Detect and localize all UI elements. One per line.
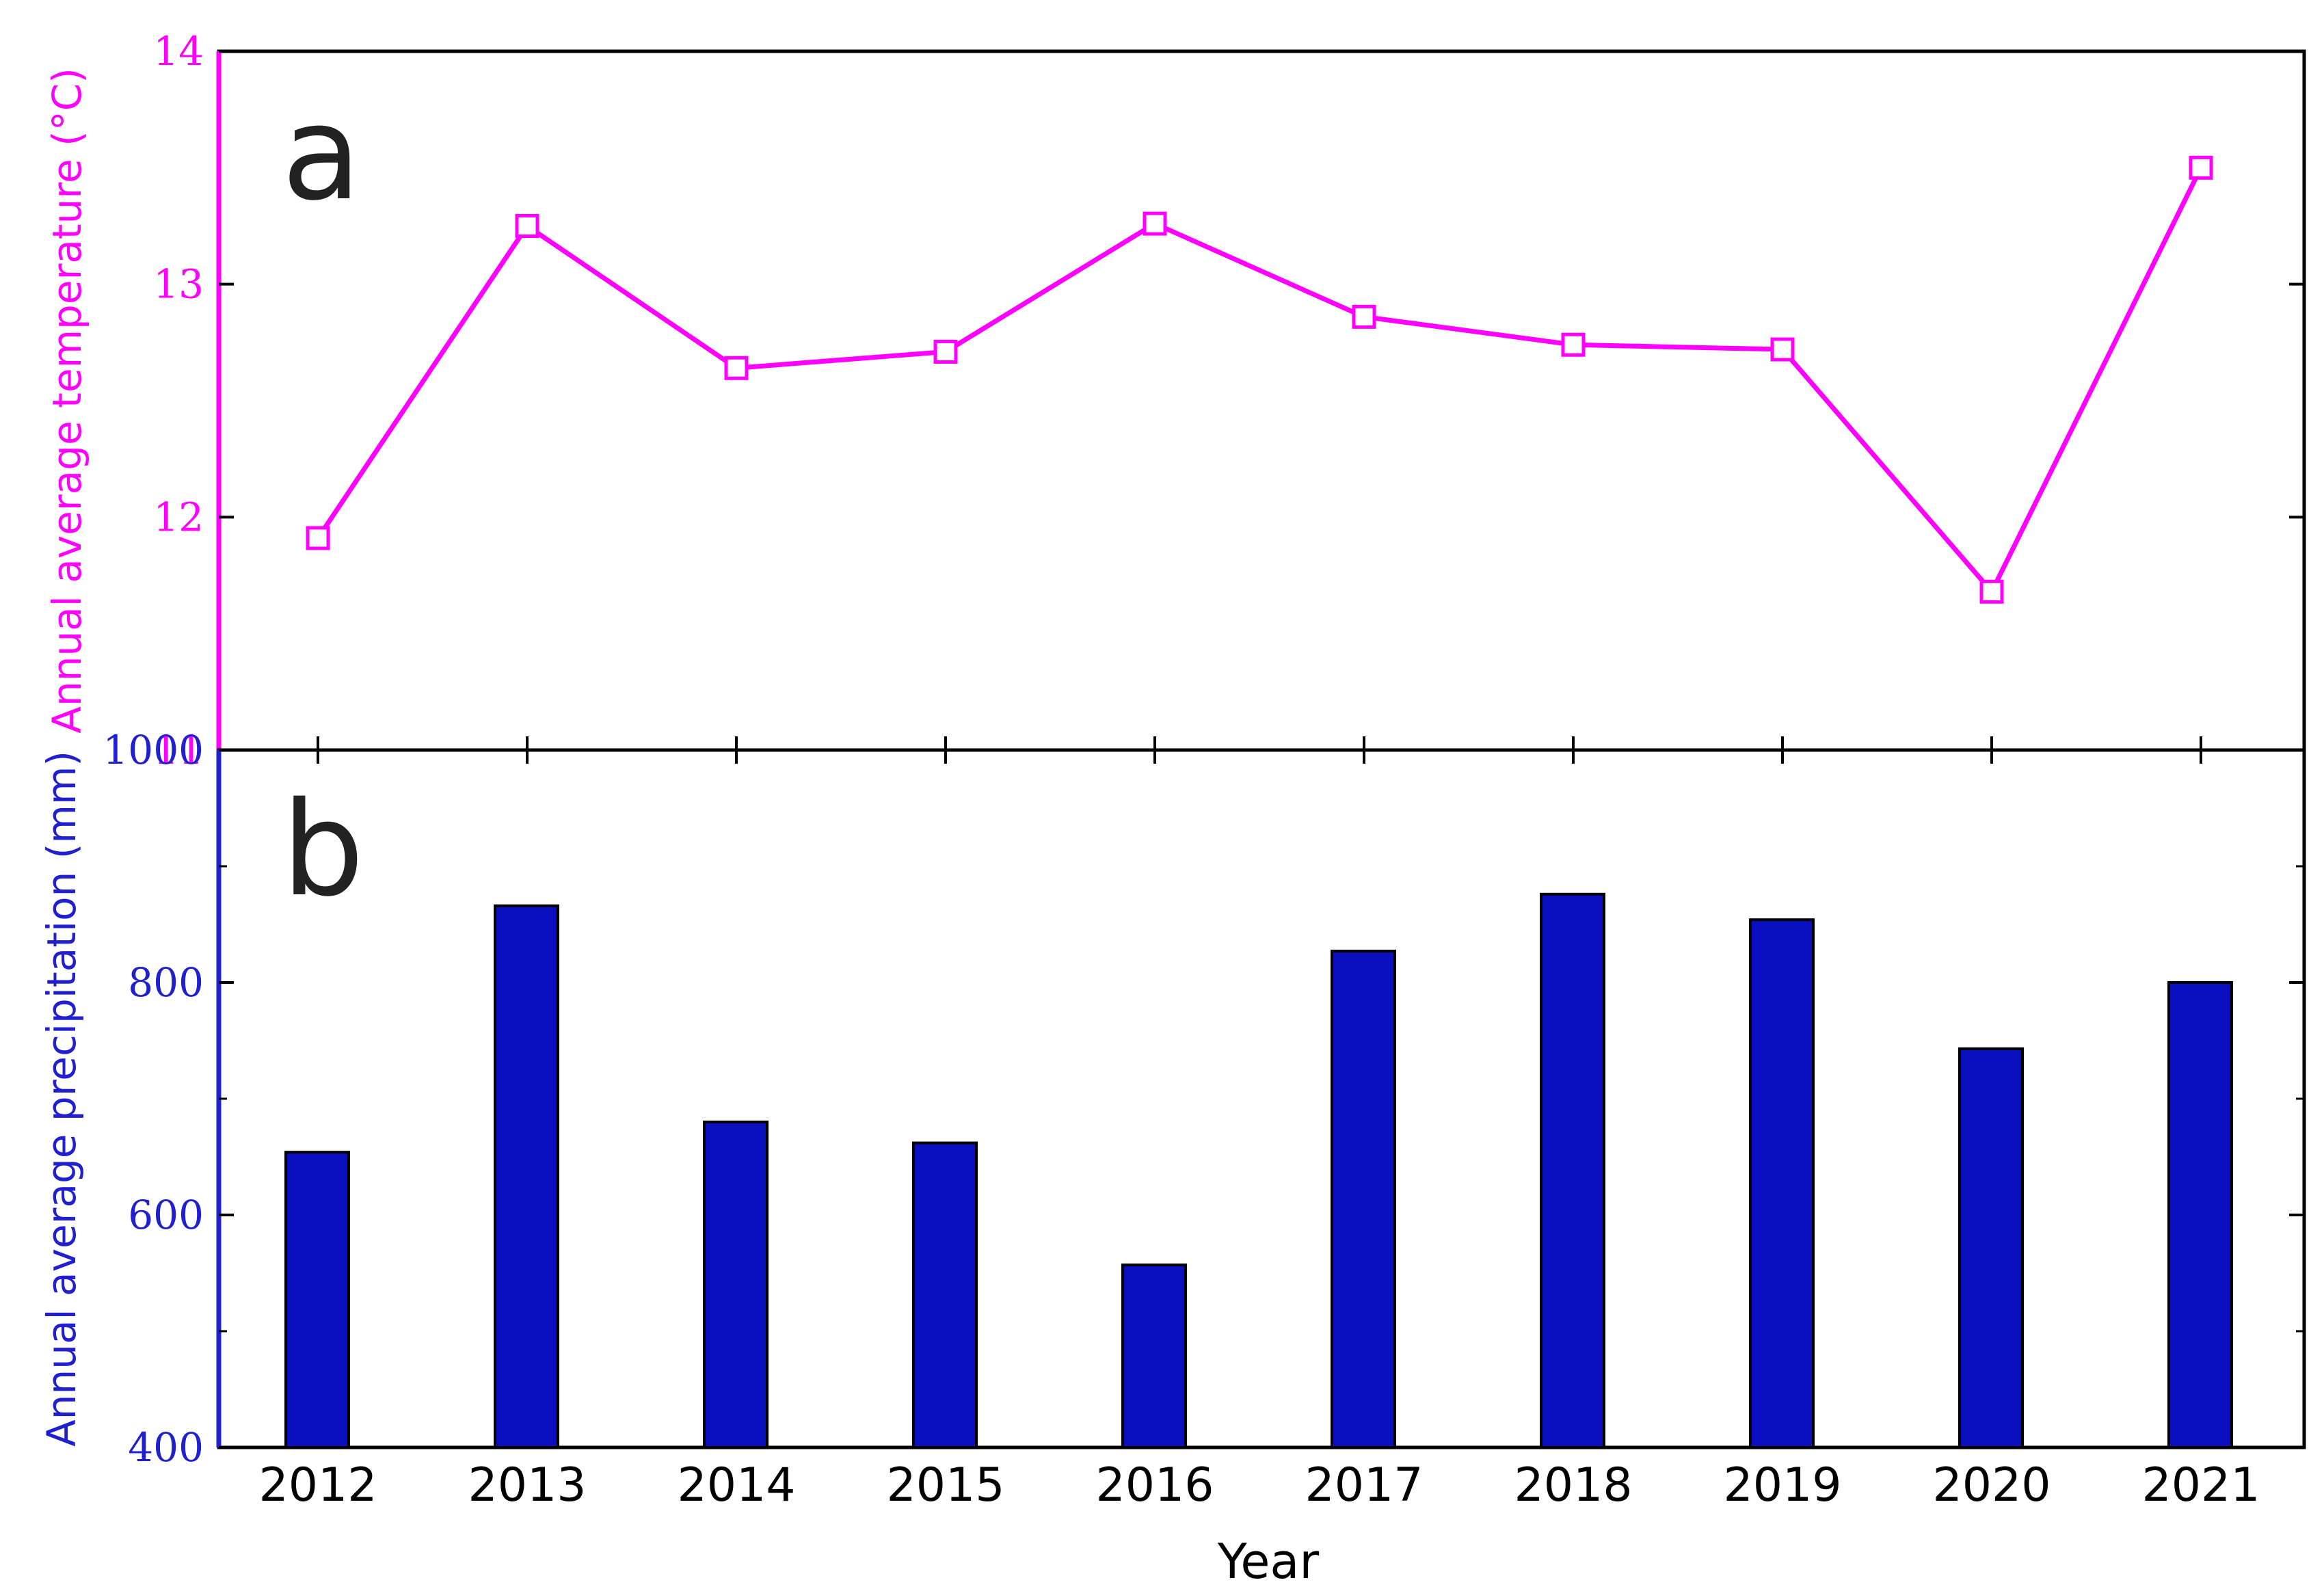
precipitation-axis-title: Annual average precipitation (mm) (38, 751, 85, 1447)
x-axis-title: Year (1217, 1534, 1319, 1590)
temperature-series-line (316, 166, 2204, 596)
panel-label-b: b (282, 774, 364, 925)
precipitation-bar-2020 (1958, 1047, 2024, 1449)
temperature-y-ticks: 11 12 13 14 (153, 28, 2304, 773)
precipitation-bar-2017 (1331, 950, 1396, 1449)
temperature-y-tick-label: 12 (153, 494, 204, 540)
temperature-markers (306, 155, 2213, 604)
temperature-y-tick-label: 13 (153, 261, 204, 308)
precipitation-bar-2012 (284, 1151, 350, 1449)
year-tick-label: 2015 (886, 1458, 1004, 1512)
temperature-plot-frame (217, 49, 2306, 752)
temperature-point-2016 (1143, 211, 1167, 236)
precipitation-y-tick-label: 400 (128, 1424, 204, 1471)
year-tick-label: 2020 (1932, 1458, 2051, 1512)
precipitation-y-tick-label: 800 (128, 959, 204, 1006)
panel-label-a: a (282, 78, 361, 229)
temperature-point-2020 (1979, 579, 2004, 604)
temperature-axis-title: Annual average temperature (°C) (44, 68, 90, 734)
temperature-point-2014 (724, 356, 749, 380)
year-tick-label: 2014 (677, 1458, 795, 1512)
temperature-point-2017 (1352, 304, 1376, 329)
precipitation-x-ticks (317, 750, 2202, 764)
temperature-y-tick-label: 11 (153, 727, 204, 773)
precipitation-bar-2015 (912, 1141, 978, 1449)
year-tick-label: 2019 (1723, 1458, 1841, 1512)
precipitation-bar-2021 (2167, 981, 2233, 1449)
temperature-point-2019 (1770, 337, 1795, 362)
year-tick-label: 2017 (1305, 1458, 1423, 1512)
precipitation-bar-2018 (1540, 892, 1605, 1449)
precipitation-y-tick-label: 600 (128, 1192, 204, 1238)
year-tick-label: 2016 (1095, 1458, 1214, 1512)
temperature-point-2018 (1561, 332, 1586, 357)
year-tick-label: 2021 (2141, 1458, 2260, 1512)
temperature-point-2015 (933, 339, 958, 364)
precipitation-bar-2016 (1121, 1264, 1187, 1449)
year-tick-label: 2012 (258, 1458, 377, 1512)
precipitation-bars (284, 892, 2233, 1449)
year-tick-label: 2018 (1514, 1458, 1632, 1512)
temperature-x-ticks (317, 736, 2202, 750)
temperature-point-2021 (2189, 155, 2213, 180)
precipitation-y-tick-label: 1000 (103, 727, 204, 773)
precipitation-bar-2014 (703, 1121, 769, 1449)
temperature-point-2012 (306, 526, 330, 550)
precipitation-bar-2019 (1749, 918, 1815, 1449)
temperature-y-tick-label: 14 (153, 28, 204, 75)
precipitation-y-ticks: 400 600 800 1000 (103, 727, 2304, 1471)
year-tick-labels: 2012 2013 2014 2015 2016 2017 2018 2019 2020 2021 (258, 1458, 2260, 1512)
precipitation-bar-2013 (494, 904, 559, 1449)
temperature-panel: 11 12 13 14 Annual average temperature (°C)… (44, 28, 2306, 773)
temperature-point-2013 (515, 214, 539, 238)
year-tick-label: 2013 (468, 1458, 586, 1512)
